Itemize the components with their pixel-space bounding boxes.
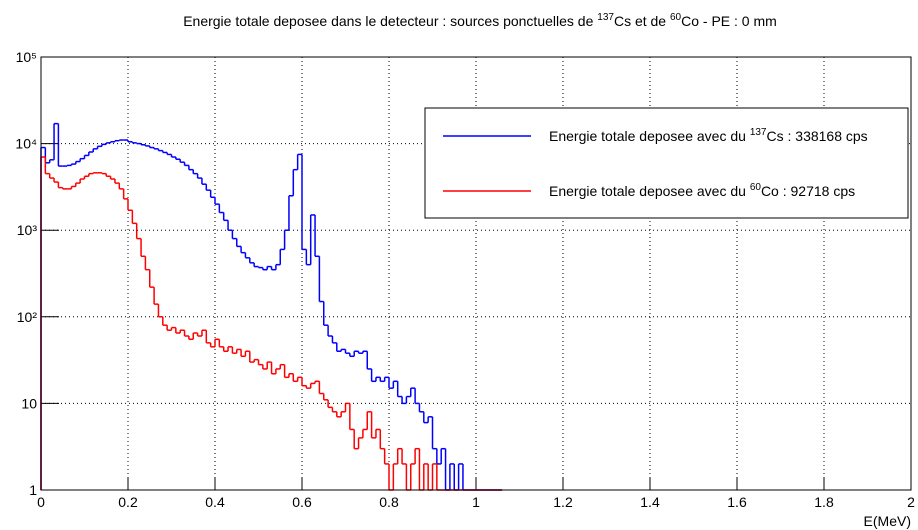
x-tick-label: 0 xyxy=(37,494,45,510)
legend-label: Energie totale deposee avec du 60Co : 92… xyxy=(549,182,855,199)
x-tick-label: 0.6 xyxy=(292,494,312,510)
x-tick-label: 0.4 xyxy=(205,494,225,510)
y-tick-label: 1 xyxy=(29,482,37,498)
legend-box xyxy=(424,107,909,219)
x-tick-label: 1.8 xyxy=(814,494,834,510)
y-tick-label: 10² xyxy=(17,309,38,325)
x-tick-label: 1 xyxy=(472,494,480,510)
y-tick-label: 10⁴ xyxy=(15,136,37,152)
x-tick-label: 1.2 xyxy=(553,494,573,510)
chart-title: Energie totale deposee dans le detecteur… xyxy=(183,12,777,29)
y-tick-label: 10³ xyxy=(17,222,38,238)
plot-frame xyxy=(40,56,912,491)
y-tick-label: 10⁵ xyxy=(16,49,37,65)
x-axis-label: E(MeV) xyxy=(864,513,911,529)
x-tick-label: 0.2 xyxy=(118,494,138,510)
y-tick-label: 10 xyxy=(21,395,37,411)
x-tick-label: 0.8 xyxy=(379,494,399,510)
legend-label: Energie totale deposee avec du 137Cs : 3… xyxy=(549,127,868,144)
x-tick-label: 1.6 xyxy=(727,494,747,510)
x-tick-label: 1.4 xyxy=(640,494,660,510)
x-tick-label: 2 xyxy=(907,494,915,510)
